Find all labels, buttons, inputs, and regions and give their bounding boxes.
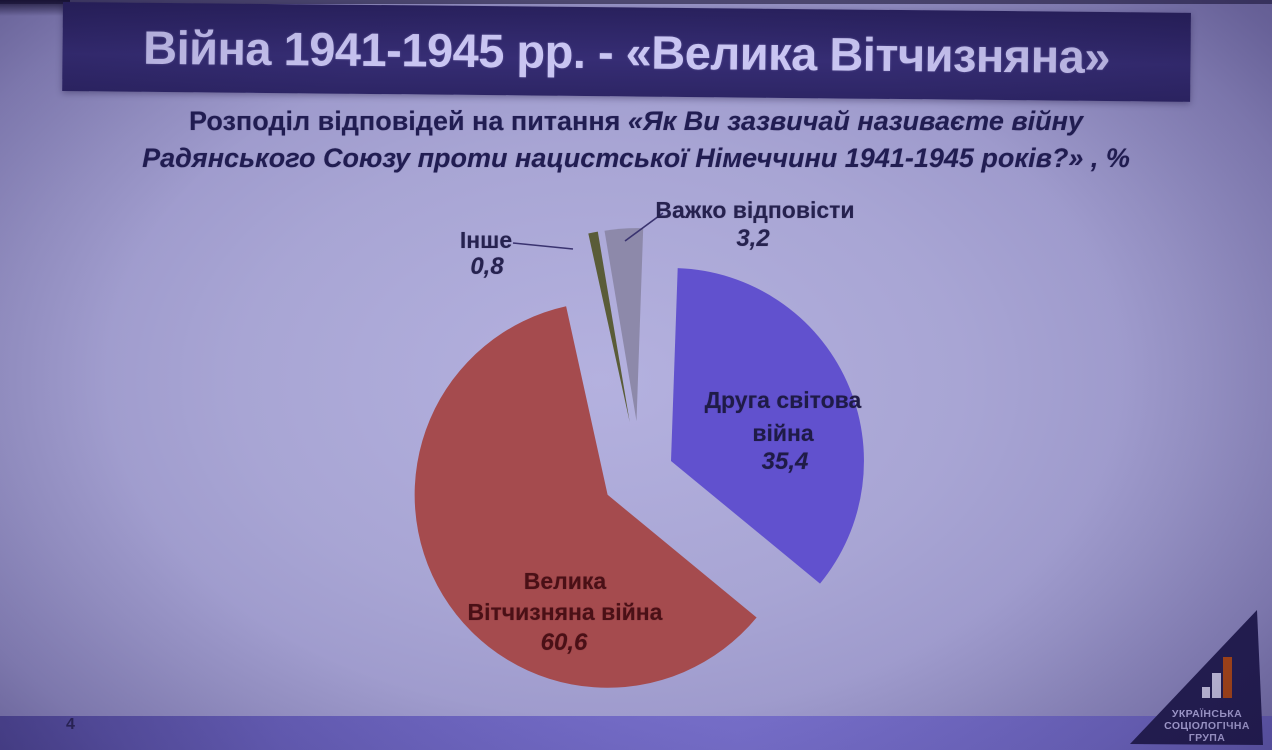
pie-slice-vazhko-vidpovisty — [604, 228, 644, 422]
logo-text-line1: УКРАЇНСЬКА — [1172, 707, 1242, 720]
logo-bar-small — [1202, 687, 1210, 698]
value-druha-svitova-viina: 35,4 — [761, 448, 809, 475]
leader-line-vazhko-vidpovisty — [624, 212, 664, 242]
value-inshe: 0,8 — [470, 253, 504, 280]
projection-floor-strip — [0, 716, 1272, 750]
pie-slice-velyka-vitchyzniana-viina — [414, 306, 757, 688]
subtitle-line2: Радянського Союзу проти нацистської Німе… — [142, 143, 1130, 173]
pie-slice-inshe — [588, 231, 630, 422]
logo-bar-medium — [1212, 673, 1221, 698]
value-velyka-vitchyzniana-viina: 60,6 — [540, 629, 588, 656]
label-vazhko-vidpovisty: Важко відповісти — [655, 197, 855, 223]
label-inshe: Інше — [459, 227, 513, 253]
logo-bar-chart-icon — [1202, 657, 1232, 698]
value-vazhko-vidpovisty: 3,2 — [736, 225, 770, 252]
logo-bar-large-accent — [1223, 657, 1232, 698]
logo-triangle — [1130, 610, 1263, 745]
pie-slice-druha-svitova-viina — [671, 268, 864, 584]
survey-question-subtitle: Розподіл відповідей на питання «Як Ви за… — [0, 103, 1272, 177]
logo-text-line3: ГРУПА — [1189, 732, 1225, 744]
label-velyka-vitchyzniana-viina: Велика Вітчизняна війна — [467, 568, 663, 625]
label-druha-svitova-viina: Друга світова війна — [704, 387, 862, 446]
subtitle-line1-regular: Розподіл відповідей на питання — [189, 106, 628, 136]
logo-text-line2: СОЦІОЛОГІЧНА — [1164, 720, 1250, 732]
top-dark-edge — [0, 0, 1272, 4]
leader-line-inshe — [512, 242, 574, 250]
org-logo: УКРАЇНСЬКА СОЦІОЛОГІЧНА ГРУПА — [1130, 610, 1263, 745]
subtitle-line1-italic: «Як Ви зазвичай називаєте війну — [627, 106, 1083, 136]
top-left-dark-corner — [0, 0, 70, 16]
slide-page-number: 4 — [66, 716, 75, 733]
